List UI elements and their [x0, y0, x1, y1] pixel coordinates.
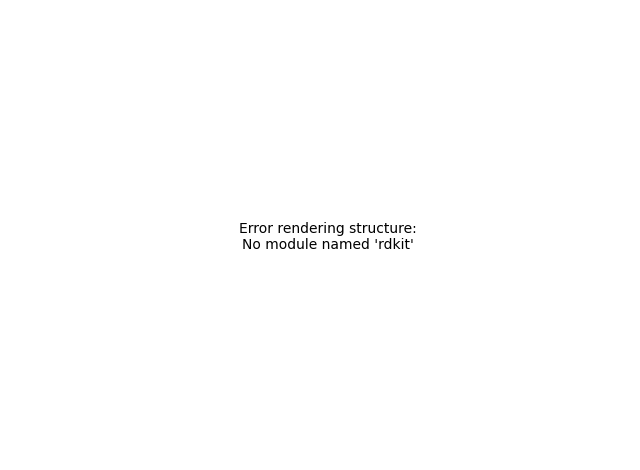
Text: Error rendering structure:
No module named 'rdkit': Error rendering structure: No module nam… — [239, 222, 417, 252]
